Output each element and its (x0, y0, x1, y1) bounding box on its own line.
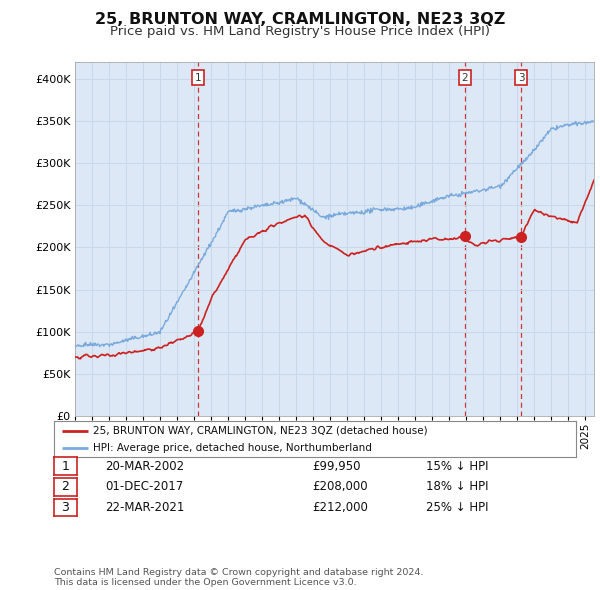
Text: 25, BRUNTON WAY, CRAMLINGTON, NE23 3QZ: 25, BRUNTON WAY, CRAMLINGTON, NE23 3QZ (95, 12, 505, 27)
Text: £212,000: £212,000 (312, 501, 368, 514)
Text: 1: 1 (61, 460, 70, 473)
Text: £208,000: £208,000 (312, 480, 368, 493)
Text: 15% ↓ HPI: 15% ↓ HPI (426, 460, 488, 473)
Text: Contains HM Land Registry data © Crown copyright and database right 2024.
This d: Contains HM Land Registry data © Crown c… (54, 568, 424, 587)
Text: 2: 2 (61, 480, 70, 493)
Text: 25, BRUNTON WAY, CRAMLINGTON, NE23 3QZ (detached house): 25, BRUNTON WAY, CRAMLINGTON, NE23 3QZ (… (93, 426, 428, 436)
Text: 20-MAR-2002: 20-MAR-2002 (105, 460, 184, 473)
Text: 01-DEC-2017: 01-DEC-2017 (105, 480, 183, 493)
Text: 1: 1 (194, 73, 201, 83)
Text: £99,950: £99,950 (312, 460, 361, 473)
Text: 3: 3 (518, 73, 524, 83)
Text: 25% ↓ HPI: 25% ↓ HPI (426, 501, 488, 514)
Text: Price paid vs. HM Land Registry's House Price Index (HPI): Price paid vs. HM Land Registry's House … (110, 25, 490, 38)
Text: 18% ↓ HPI: 18% ↓ HPI (426, 480, 488, 493)
Text: 3: 3 (61, 501, 70, 514)
Text: 22-MAR-2021: 22-MAR-2021 (105, 501, 184, 514)
Text: 2: 2 (462, 73, 469, 83)
Text: HPI: Average price, detached house, Northumberland: HPI: Average price, detached house, Nort… (93, 443, 372, 453)
